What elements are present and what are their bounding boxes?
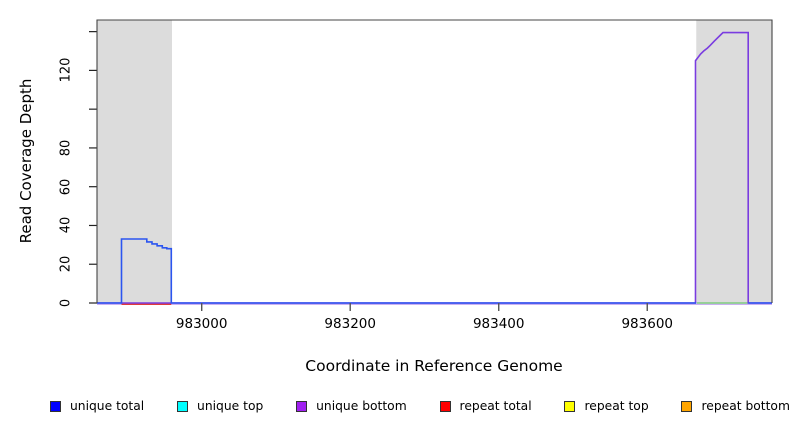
legend-label: repeat bottom <box>701 399 790 413</box>
legend-item-unique-total: unique total <box>50 399 144 413</box>
legend-swatch-icon <box>296 400 308 412</box>
y-tick-label: 60 <box>58 178 74 195</box>
plot-box <box>96 19 773 303</box>
legend-item-repeat-bottom: repeat bottom <box>681 399 790 413</box>
legend-item-repeat-total: repeat total <box>439 399 532 413</box>
x-axis-title: Coordinate in Reference Genome <box>305 357 563 375</box>
legend-swatch-icon <box>50 400 61 412</box>
y-tick-label: 80 <box>58 139 74 157</box>
legend: unique total unique top unique bottom repea… <box>50 395 790 417</box>
repeat-region-right <box>696 20 772 303</box>
x-tick-label: 983200 <box>324 316 376 332</box>
legend-item-unique-bottom: unique bottom <box>296 399 407 413</box>
series-unique-bottom <box>97 31 772 304</box>
legend-label: unique bottom <box>316 399 407 413</box>
legend-swatch-icon <box>681 400 693 412</box>
x-tick-label: 983000 <box>175 316 228 332</box>
legend-label: unique total <box>70 399 145 413</box>
legend-swatch-icon <box>564 400 576 412</box>
y-tick-label: 120 <box>58 57 74 83</box>
x-tick-label: 983600 <box>621 316 674 332</box>
legend-swatch-icon <box>177 400 189 412</box>
repeat-region-left <box>97 20 172 303</box>
legend-label: repeat total <box>459 399 532 413</box>
legend-item-repeat-top: repeat top <box>564 399 649 413</box>
y-tick-label: 40 <box>58 217 74 234</box>
y-tick-label: 20 <box>58 255 74 273</box>
x-tick-label: 983400 <box>472 316 525 332</box>
y-tick-label: 0 <box>58 298 74 308</box>
legend-label: unique top <box>197 399 264 413</box>
legend-item-unique-top: unique top <box>177 399 263 413</box>
y-axis-title: Read Coverage Depth <box>17 78 35 244</box>
legend-label: repeat top <box>584 399 649 413</box>
legend-swatch-icon <box>439 400 451 412</box>
series-unique-total <box>97 238 697 304</box>
